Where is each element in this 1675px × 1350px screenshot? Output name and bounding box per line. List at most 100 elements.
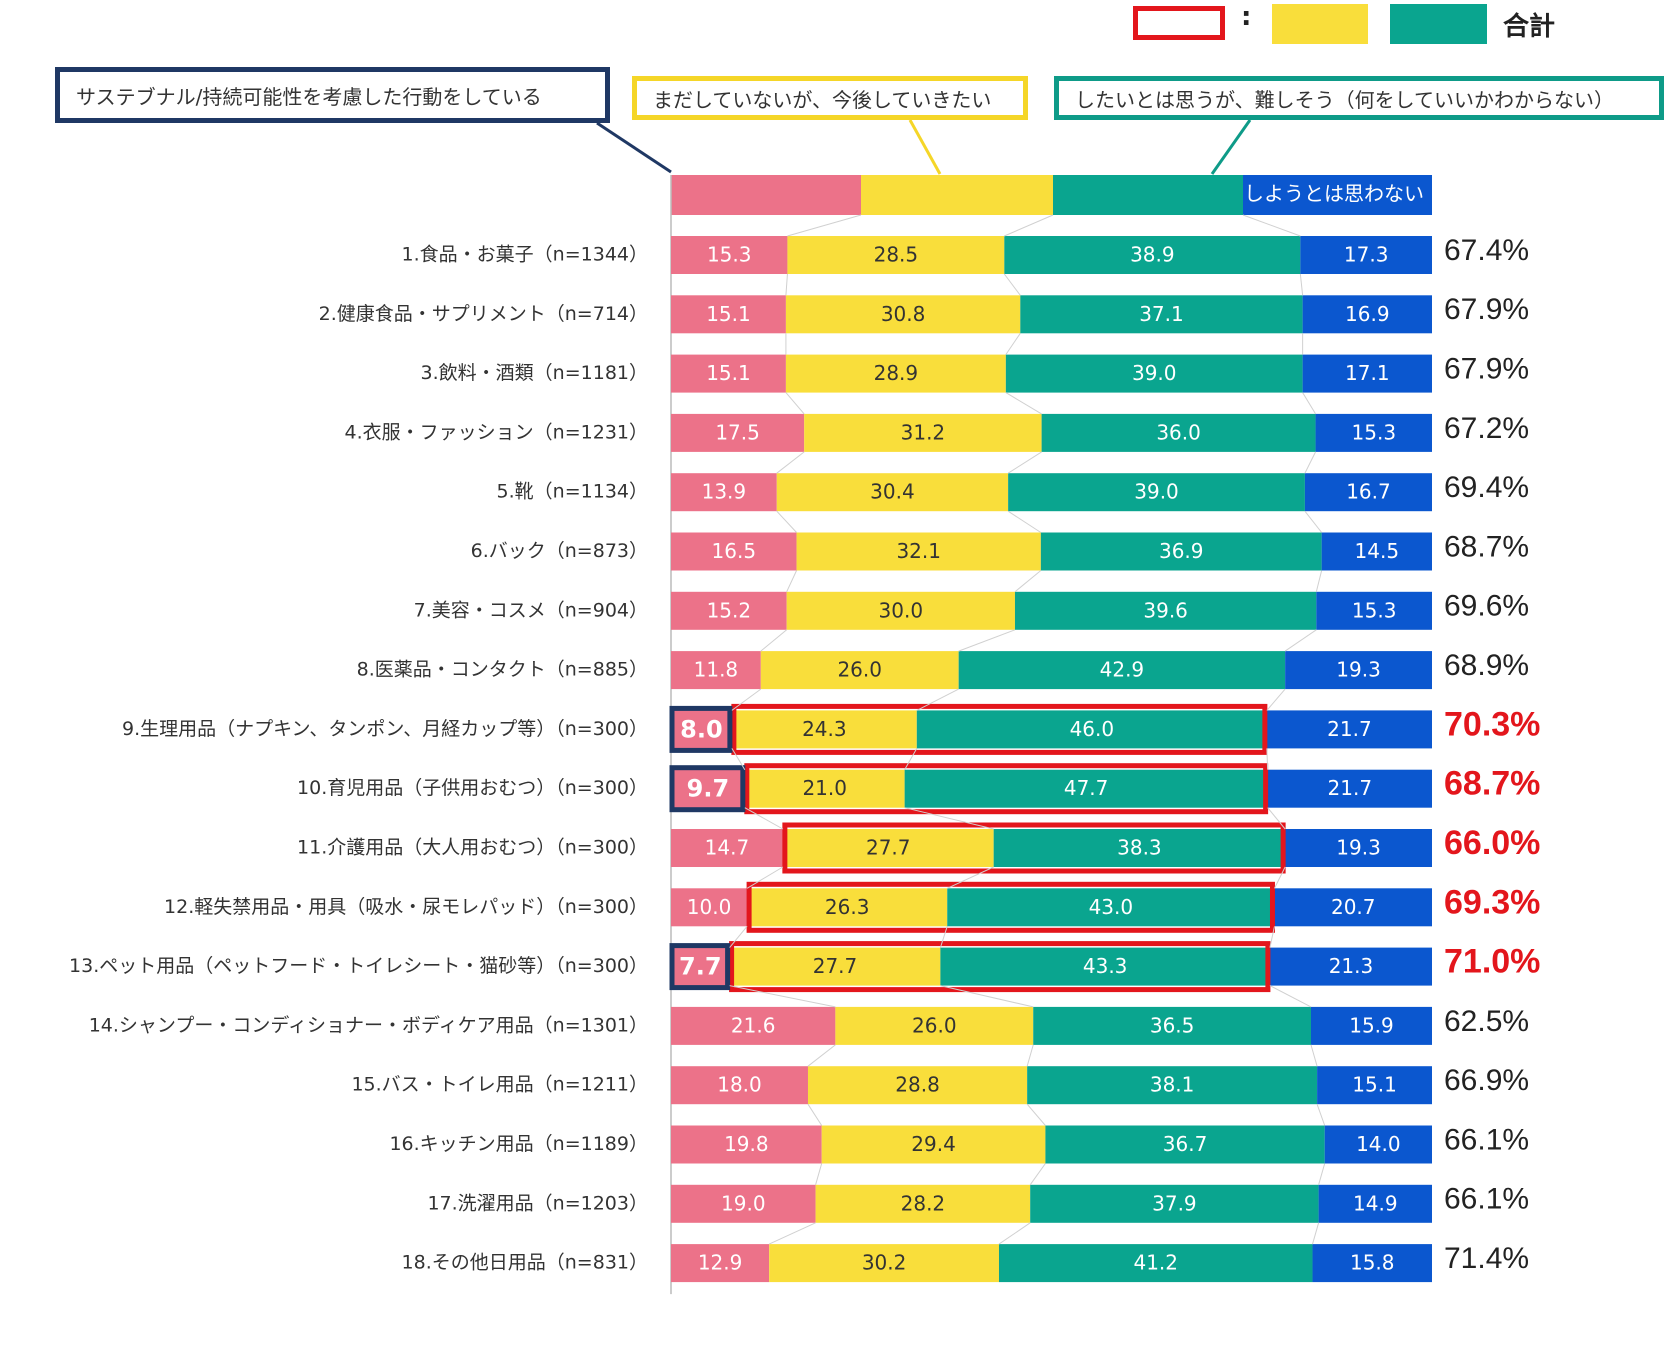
connector-15-3 <box>1316 1104 1326 1126</box>
bar-segment-9-2 <box>731 710 917 749</box>
connector-15-1 <box>807 1103 823 1126</box>
connector-1-3 <box>1299 273 1304 296</box>
data-label-10-4: 21.7 <box>1328 776 1373 800</box>
data-label-17-2: 28.2 <box>901 1191 946 1215</box>
bar-segment-13-4 <box>1269 947 1432 986</box>
category-label-16: 16.キッチン用品（n=1189） <box>389 1133 648 1155</box>
category-label-1: 1.食品・お菓子（n=1344） <box>402 244 648 266</box>
data-label-12-1: 10.0 <box>687 895 732 919</box>
bar-segment-16-1 <box>671 1125 822 1164</box>
bar-segment-6-2 <box>796 532 1041 571</box>
connector-8-2 <box>916 688 959 711</box>
bar-segment-5-4 <box>1304 473 1432 512</box>
connector-5-1 <box>776 510 797 533</box>
data-label-10-2: 21.0 <box>802 776 847 800</box>
data-label-3-4: 17.1 <box>1345 361 1390 385</box>
total-label-1: 67.4% <box>1444 234 1529 267</box>
data-label-8-4: 19.3 <box>1336 658 1381 682</box>
category-label-9: 9.生理用品（ナプキン、タンポン、月経カップ等）（n=300） <box>122 718 648 740</box>
data-label-2-2: 30.8 <box>881 302 926 326</box>
total-label-2: 67.9% <box>1444 293 1529 326</box>
category-label-15: 15.バス・トイレ用品（n=1211） <box>351 1074 648 1096</box>
connector-header-3 <box>1242 214 1301 237</box>
data-label-15-3: 38.1 <box>1150 1073 1195 1097</box>
category-label-11: 11.介護用品（大人用おむつ）（n=300） <box>297 837 648 859</box>
low-value-frame-9 <box>669 705 733 753</box>
legend-colon: : <box>1241 2 1252 32</box>
total-label-12: 69.3% <box>1444 883 1540 921</box>
connector-16-1 <box>815 1163 823 1185</box>
data-label-6-2: 32.1 <box>896 539 941 563</box>
connector-7-1 <box>760 629 787 652</box>
bar-segment-10-1 <box>671 769 745 808</box>
connector-1-1 <box>785 273 788 296</box>
data-label-8-3: 42.9 <box>1100 658 1145 682</box>
bar-segment-9-3 <box>916 710 1267 749</box>
header-swatch-3 <box>1053 175 1243 215</box>
data-label-18-1: 12.9 <box>698 1251 743 1275</box>
connector-10-1 <box>744 807 784 830</box>
connector-12-1 <box>729 925 748 948</box>
callout-connector-blue <box>596 121 672 174</box>
highlight-frame-9 <box>731 703 1268 755</box>
data-label-15-1: 18.0 <box>717 1073 762 1097</box>
callout-connector-teal <box>1210 119 1252 175</box>
connector-1-2 <box>1003 273 1021 296</box>
data-label-5-3: 39.0 <box>1134 480 1179 504</box>
data-label-7-2: 30.0 <box>879 598 924 622</box>
connector-header-2 <box>1004 214 1054 237</box>
highlight-frame-12 <box>746 881 1275 933</box>
bar-segment-11-2 <box>782 829 994 867</box>
data-label-15-2: 28.8 <box>895 1073 940 1097</box>
callout-connector-yellow <box>908 119 942 175</box>
legend-total-label: 合計 <box>1503 12 1556 42</box>
data-label-13-4: 21.3 <box>1329 954 1374 978</box>
bar-segment-15-2 <box>807 1066 1028 1105</box>
data-label-9-2: 24.3 <box>802 717 847 741</box>
connector-17-2 <box>998 1222 1031 1245</box>
bar-segment-7-2 <box>786 591 1015 630</box>
total-label-3: 67.9% <box>1444 353 1529 386</box>
category-label-3: 3.飲料・酒類（n=1181） <box>421 362 648 384</box>
connector-16-3 <box>1318 1163 1326 1185</box>
bar-segment-17-3 <box>1030 1184 1319 1223</box>
bar-segment-4-3 <box>1041 413 1316 452</box>
connector-14-2 <box>1026 1044 1034 1067</box>
connector-12-3 <box>1269 926 1275 948</box>
data-label-12-2: 26.3 <box>825 895 870 919</box>
bar-segment-12-3 <box>947 888 1275 927</box>
connector-11-3 <box>1274 866 1286 889</box>
data-label-1-3: 38.9 <box>1130 243 1175 267</box>
connector-3-2 <box>1005 392 1042 415</box>
connector-11-1 <box>746 866 784 889</box>
highlight-frame-13 <box>729 941 1271 993</box>
bar-segment-4-4 <box>1315 413 1432 452</box>
bar-segment-8-4 <box>1285 651 1432 690</box>
bar-segment-12-1 <box>671 888 748 927</box>
connector-14-1 <box>807 1044 836 1067</box>
data-label-1-1: 15.3 <box>707 243 752 267</box>
connector-4-3 <box>1304 451 1317 474</box>
bar-segment-3-3 <box>1005 354 1303 393</box>
legend-yellow-swatch <box>1272 4 1368 44</box>
header-swatch-2 <box>861 175 1053 215</box>
category-label-10: 10.育児用品（子供用おむつ）（n=300） <box>297 777 648 799</box>
bar-segment-11-4 <box>1285 829 1432 867</box>
connector-15-2 <box>1026 1103 1046 1126</box>
data-label-12-4: 20.7 <box>1331 895 1376 919</box>
bar-segment-7-4 <box>1316 591 1432 630</box>
bar-segment-10-3 <box>904 769 1268 808</box>
data-label-18-4: 15.8 <box>1350 1251 1395 1275</box>
data-label-17-1: 19.0 <box>721 1191 766 1215</box>
bar-segment-2-3 <box>1020 295 1303 334</box>
total-label-15: 66.9% <box>1444 1064 1529 1097</box>
connector-14-3 <box>1310 1044 1318 1067</box>
data-label-13-1: 7.7 <box>679 953 722 981</box>
data-label-11-2: 27.7 <box>866 836 911 860</box>
bar-segment-16-2 <box>821 1125 1046 1164</box>
data-label-6-4: 14.5 <box>1355 539 1400 563</box>
bar-segment-5-2 <box>776 473 1009 512</box>
data-label-8-1: 11.8 <box>694 658 739 682</box>
total-label-6: 68.7% <box>1444 530 1529 563</box>
connector-6-1 <box>786 570 798 593</box>
